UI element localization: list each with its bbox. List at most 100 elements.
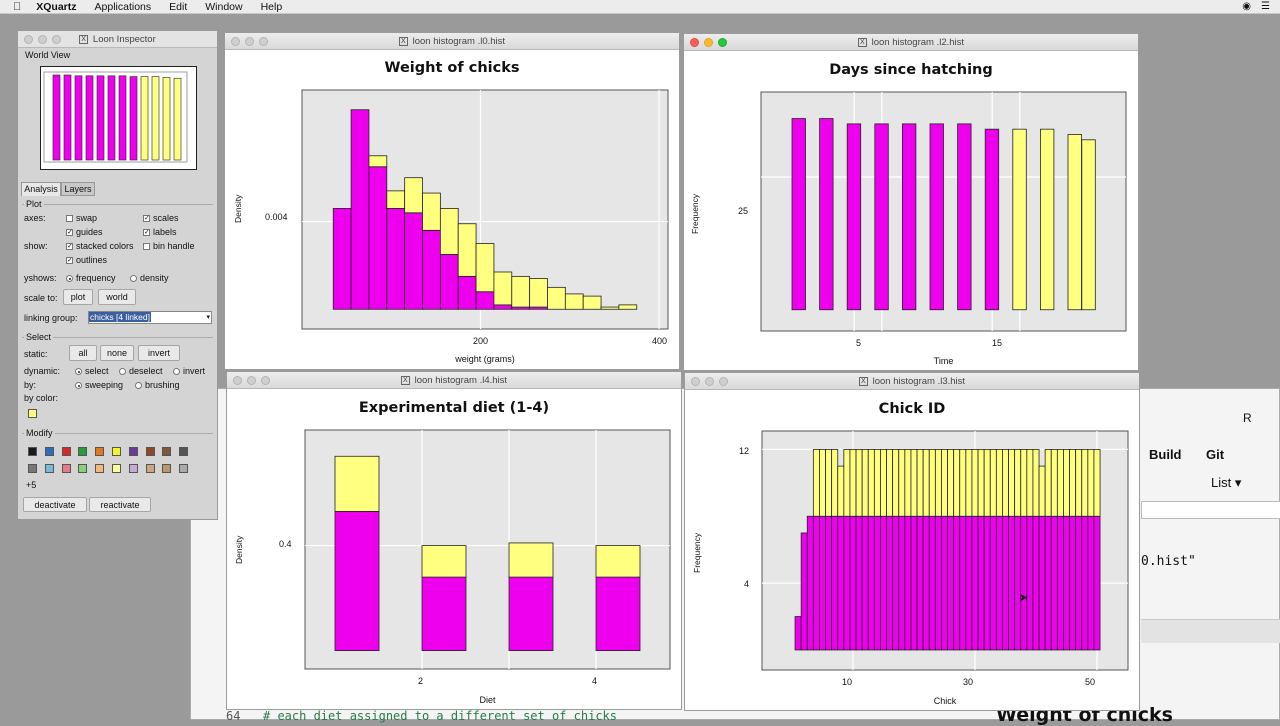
palette-swatch[interactable] (44, 447, 54, 456)
palette-swatch[interactable] (78, 464, 88, 473)
menu-applications[interactable]: Applications (86, 0, 152, 13)
bar-unselected (582, 295, 602, 310)
plot-area[interactable] (761, 430, 1129, 671)
menu-help[interactable]: Help (252, 0, 283, 13)
modify-section-label: Modify (24, 428, 55, 438)
close-icon[interactable] (691, 377, 700, 386)
scale-to-world-button[interactable]: world (98, 289, 136, 305)
menu-window[interactable]: Window (196, 0, 242, 13)
tab-layers[interactable]: Layers (61, 182, 95, 196)
bar-unselected (934, 448, 942, 517)
swap-checkbox[interactable]: swap (66, 213, 97, 223)
git-tab[interactable]: Git (1206, 447, 1225, 462)
screen-record-icon[interactable]: ◉ (1242, 1, 1252, 12)
scale-to-plot-button[interactable]: plot (63, 289, 93, 305)
x-tick-label: 50 (1085, 677, 1096, 687)
bar-unselected (508, 542, 554, 578)
select-none-button[interactable]: none (100, 345, 134, 361)
palette-swatch[interactable] (112, 447, 121, 456)
zoom-icon[interactable] (259, 37, 268, 46)
dynamic-select-radio[interactable]: select (75, 366, 109, 376)
zoom-icon[interactable] (52, 35, 61, 44)
palette-swatch[interactable] (179, 447, 189, 456)
bar-selected (404, 212, 423, 310)
zoom-icon[interactable] (718, 38, 727, 47)
files-search-input[interactable] (1141, 501, 1280, 519)
palette-swatch[interactable] (95, 464, 105, 473)
palette-swatch[interactable] (179, 464, 189, 473)
palette-swatch[interactable] (128, 464, 138, 473)
plot-area[interactable] (301, 89, 669, 330)
palette-swatch[interactable] (78, 447, 88, 456)
outlines-checkbox[interactable]: ✓ outlines (66, 255, 108, 265)
palette-swatch[interactable] (145, 447, 155, 456)
scales-checkbox[interactable]: ✓ scales (143, 213, 179, 223)
palette-swatch[interactable] (61, 447, 71, 456)
world-view-canvas[interactable] (40, 66, 197, 170)
sweeping-radio[interactable]: sweeping (75, 380, 123, 390)
stacked-colors-checkbox[interactable]: ✓ stacked colors (66, 241, 134, 251)
palette-swatch[interactable] (28, 464, 37, 473)
density-radio[interactable]: density (130, 273, 169, 283)
inspector-titlebar[interactable]: X Loon Inspector (18, 31, 217, 48)
close-icon[interactable] (24, 35, 33, 44)
plot-area[interactable] (304, 429, 671, 670)
close-icon[interactable] (690, 38, 699, 47)
minimize-icon[interactable] (245, 37, 254, 46)
dynamic-invert-radio[interactable]: invert (173, 366, 205, 376)
tab-analysis[interactable]: Analysis (21, 182, 61, 196)
bar-unselected (922, 448, 930, 517)
brushing-radio[interactable]: brushing (135, 380, 180, 390)
palette-swatch[interactable] (28, 447, 37, 456)
bar-selected (1044, 515, 1052, 651)
list-view-dropdown[interactable]: List ▾ (1211, 475, 1242, 490)
close-icon[interactable] (231, 37, 240, 46)
labels-checkbox[interactable]: ✓ labels (143, 227, 177, 237)
plot-area[interactable] (760, 91, 1127, 332)
minimize-icon[interactable] (704, 38, 713, 47)
yshows-label: yshows: (24, 273, 57, 283)
thumbnail-bar (96, 75, 105, 161)
bar-selected (873, 515, 881, 651)
apple-menu-icon[interactable]:  (0, 1, 27, 13)
zoom-icon[interactable] (261, 376, 270, 385)
palette-swatch[interactable] (145, 464, 155, 473)
palette-swatch[interactable] (61, 464, 71, 473)
reactivate-button[interactable]: reactivate (89, 497, 151, 512)
minimize-icon[interactable] (38, 35, 47, 44)
menu-edit[interactable]: Edit (160, 0, 187, 13)
deactivate-button[interactable]: deactivate (23, 497, 87, 512)
frequency-radio[interactable]: frequency (66, 273, 116, 283)
invert-selection-button[interactable]: invert (138, 345, 180, 361)
close-icon[interactable] (233, 376, 242, 385)
bar-selected (965, 515, 973, 651)
select-by-color-swatch[interactable] (28, 409, 37, 418)
control-center-icon[interactable]: ☰ (1261, 1, 1270, 12)
more-colors-link[interactable]: +5 (26, 480, 37, 490)
bar-selected (1081, 515, 1089, 651)
linking-group-dropdown[interactable]: chicks [4 linked] ▾ (88, 311, 212, 324)
menu-app-name[interactable]: XQuartz (28, 0, 76, 13)
minimize-icon[interactable] (247, 376, 256, 385)
palette-swatch[interactable] (162, 447, 172, 456)
palette-swatch[interactable] (112, 464, 121, 473)
guides-checkbox[interactable]: ✓ guides (66, 227, 103, 237)
palette-swatch[interactable] (95, 447, 105, 456)
palette-swatch[interactable] (162, 464, 172, 473)
r-project-badge[interactable]: R (1243, 411, 1252, 425)
build-tab[interactable]: Build (1149, 447, 1182, 462)
palette-swatch[interactable] (44, 464, 54, 473)
chevron-down-icon[interactable]: ▾ (206, 314, 210, 321)
bar-unselected (334, 455, 380, 512)
select-all-button[interactable]: all (69, 345, 97, 361)
zoom-icon[interactable] (719, 377, 728, 386)
window-title: loon histogram .l0.hist (412, 36, 506, 47)
minimize-icon[interactable] (705, 377, 714, 386)
dynamic-deselect-radio[interactable]: deselect (119, 366, 163, 376)
palette-swatch[interactable] (128, 447, 138, 456)
bin-handle-checkbox[interactable]: bin handle (143, 241, 195, 251)
